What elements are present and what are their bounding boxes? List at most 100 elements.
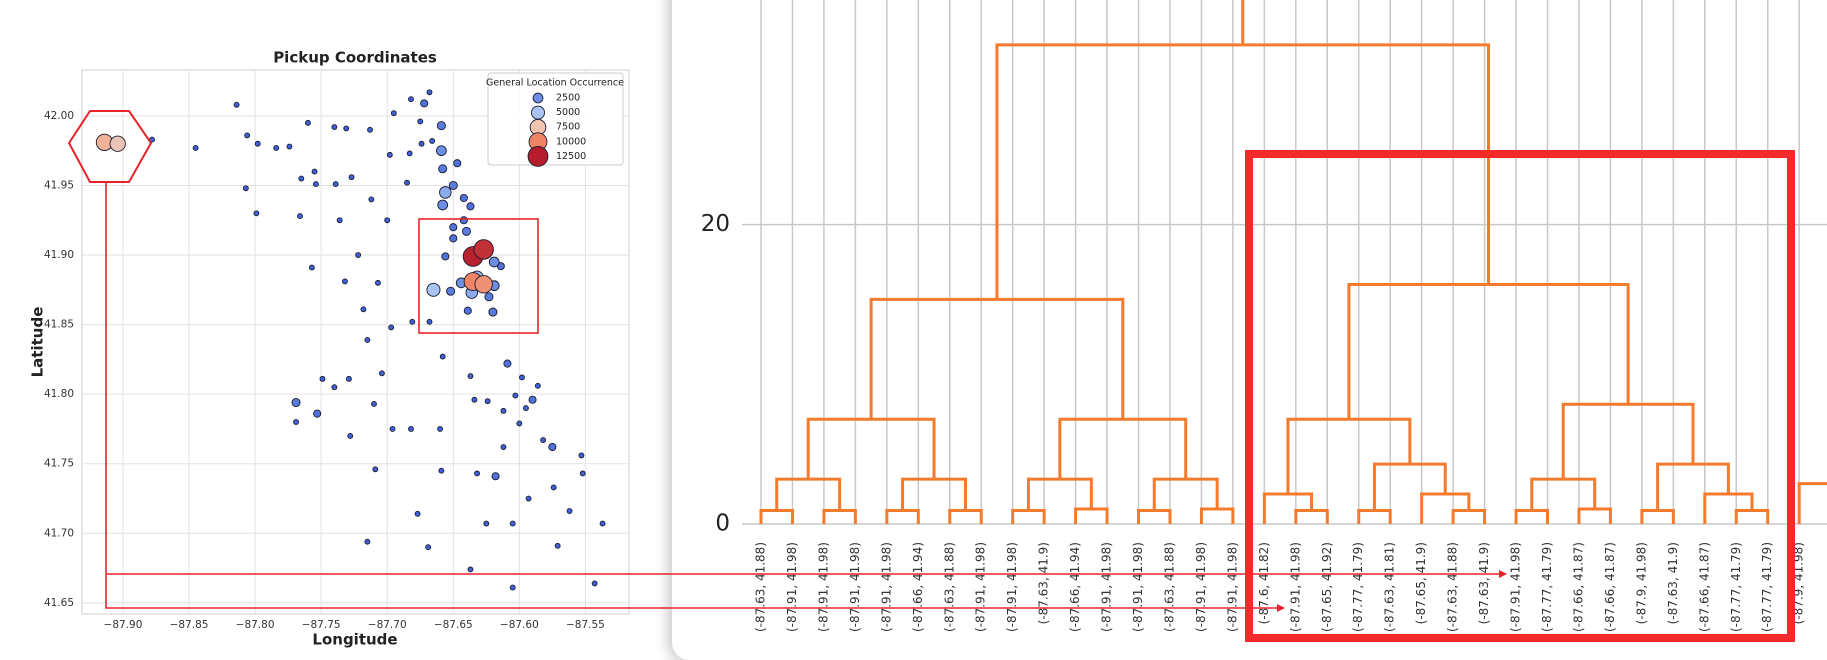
point bbox=[474, 470, 480, 477]
point bbox=[364, 538, 371, 545]
x-tick-label: −87.80 bbox=[236, 619, 275, 631]
point bbox=[364, 336, 371, 343]
point bbox=[516, 420, 523, 427]
leaf-label: (-87.77, 41.79) bbox=[1540, 542, 1554, 632]
point bbox=[484, 292, 494, 302]
point bbox=[461, 226, 472, 236]
point bbox=[388, 324, 395, 331]
link bbox=[885, 509, 920, 524]
point bbox=[291, 397, 301, 408]
leaf-label: (-87.66, 41.87) bbox=[1603, 542, 1617, 632]
point bbox=[286, 143, 293, 150]
legend-label: 10000 bbox=[556, 136, 586, 147]
leaf-label: (-87.77, 41.79) bbox=[1351, 542, 1365, 632]
leaf-label: (-87.91, 41.98) bbox=[879, 542, 893, 632]
point bbox=[192, 144, 199, 151]
legend-marker bbox=[527, 146, 549, 167]
point bbox=[488, 256, 500, 268]
point bbox=[298, 175, 305, 182]
y-tick-label: 41.70 bbox=[44, 527, 74, 539]
point bbox=[488, 307, 498, 317]
leaf-label: (-87.91, 41.98) bbox=[974, 542, 988, 632]
point bbox=[319, 375, 326, 382]
point bbox=[331, 384, 338, 391]
leaf-label: (-87.66, 41.87) bbox=[1697, 542, 1711, 632]
leaf-label: (-87.66, 41.87) bbox=[1571, 542, 1585, 632]
point bbox=[483, 520, 490, 527]
point bbox=[426, 282, 441, 297]
link bbox=[1137, 509, 1172, 524]
link bbox=[1640, 509, 1675, 524]
point bbox=[436, 121, 446, 131]
point bbox=[244, 132, 251, 139]
leaf-label: (-87.91, 41.98) bbox=[1194, 542, 1208, 632]
point bbox=[273, 144, 280, 151]
link bbox=[995, 43, 1491, 300]
point bbox=[426, 318, 433, 325]
leaf-label: (-87.9, 41.98) bbox=[1634, 542, 1648, 624]
link bbox=[1026, 477, 1093, 511]
link bbox=[1797, 482, 1827, 524]
point bbox=[599, 520, 606, 527]
point bbox=[375, 279, 381, 286]
point bbox=[439, 186, 452, 199]
leaf-label: (-87.66, 41.94) bbox=[1068, 542, 1082, 632]
point bbox=[390, 110, 397, 117]
legend-label: 12500 bbox=[556, 151, 586, 162]
y-tick-label: 41.95 bbox=[44, 179, 74, 191]
point bbox=[425, 544, 432, 551]
point bbox=[355, 252, 362, 258]
point bbox=[466, 202, 475, 211]
point bbox=[420, 99, 429, 108]
link bbox=[1451, 509, 1487, 524]
highlight-box bbox=[418, 218, 539, 334]
point bbox=[414, 510, 421, 517]
point bbox=[554, 542, 561, 549]
legend-label: 2500 bbox=[556, 93, 580, 104]
y-tick-label: 42.00 bbox=[44, 110, 74, 122]
x-tick-label: −87.90 bbox=[104, 619, 143, 631]
point bbox=[523, 405, 529, 412]
leaf-label: (-87.65, 41.9) bbox=[1414, 542, 1428, 624]
leaf-label: (-87.63, 41.9) bbox=[1666, 542, 1680, 624]
point bbox=[418, 140, 425, 147]
leaf-label: (-87.63, 41.9) bbox=[1037, 542, 1051, 624]
link bbox=[759, 509, 794, 524]
point bbox=[439, 353, 446, 360]
leaf-label: (-87.91, 41.98) bbox=[816, 542, 830, 632]
x-tick-label: −87.70 bbox=[368, 619, 407, 631]
leaf-label: (-87.91, 41.98) bbox=[848, 542, 862, 632]
point bbox=[449, 223, 458, 232]
point bbox=[378, 370, 385, 377]
legend-label: 5000 bbox=[556, 107, 580, 118]
point bbox=[332, 181, 339, 188]
point bbox=[448, 180, 458, 191]
point bbox=[453, 159, 462, 168]
point bbox=[372, 466, 379, 473]
link bbox=[1577, 507, 1612, 524]
link bbox=[869, 297, 1125, 420]
x-tick-label: −87.55 bbox=[566, 619, 605, 631]
point bbox=[408, 96, 414, 103]
legend-title: General Location Occurrence bbox=[486, 78, 624, 89]
y-tick-label: 0 bbox=[715, 511, 730, 537]
point bbox=[409, 318, 416, 325]
y-tick-label: 41.65 bbox=[44, 597, 74, 609]
link bbox=[901, 477, 967, 511]
leaf-label: (-87.6, 41.82) bbox=[1257, 542, 1271, 624]
legend-marker bbox=[531, 105, 545, 120]
point bbox=[341, 278, 348, 285]
point bbox=[438, 467, 445, 474]
point bbox=[473, 239, 494, 260]
point bbox=[404, 179, 410, 186]
point bbox=[500, 444, 507, 450]
leaf-label: (-87.91, 41.98) bbox=[1131, 542, 1145, 632]
highlight-box bbox=[1245, 150, 1795, 642]
y-axis-title: Latitude bbox=[29, 307, 47, 378]
legend-box bbox=[487, 72, 624, 166]
link bbox=[775, 477, 842, 511]
point bbox=[509, 584, 516, 591]
point bbox=[534, 382, 541, 389]
leaf-label: (-87.91, 41.98) bbox=[1509, 542, 1523, 632]
